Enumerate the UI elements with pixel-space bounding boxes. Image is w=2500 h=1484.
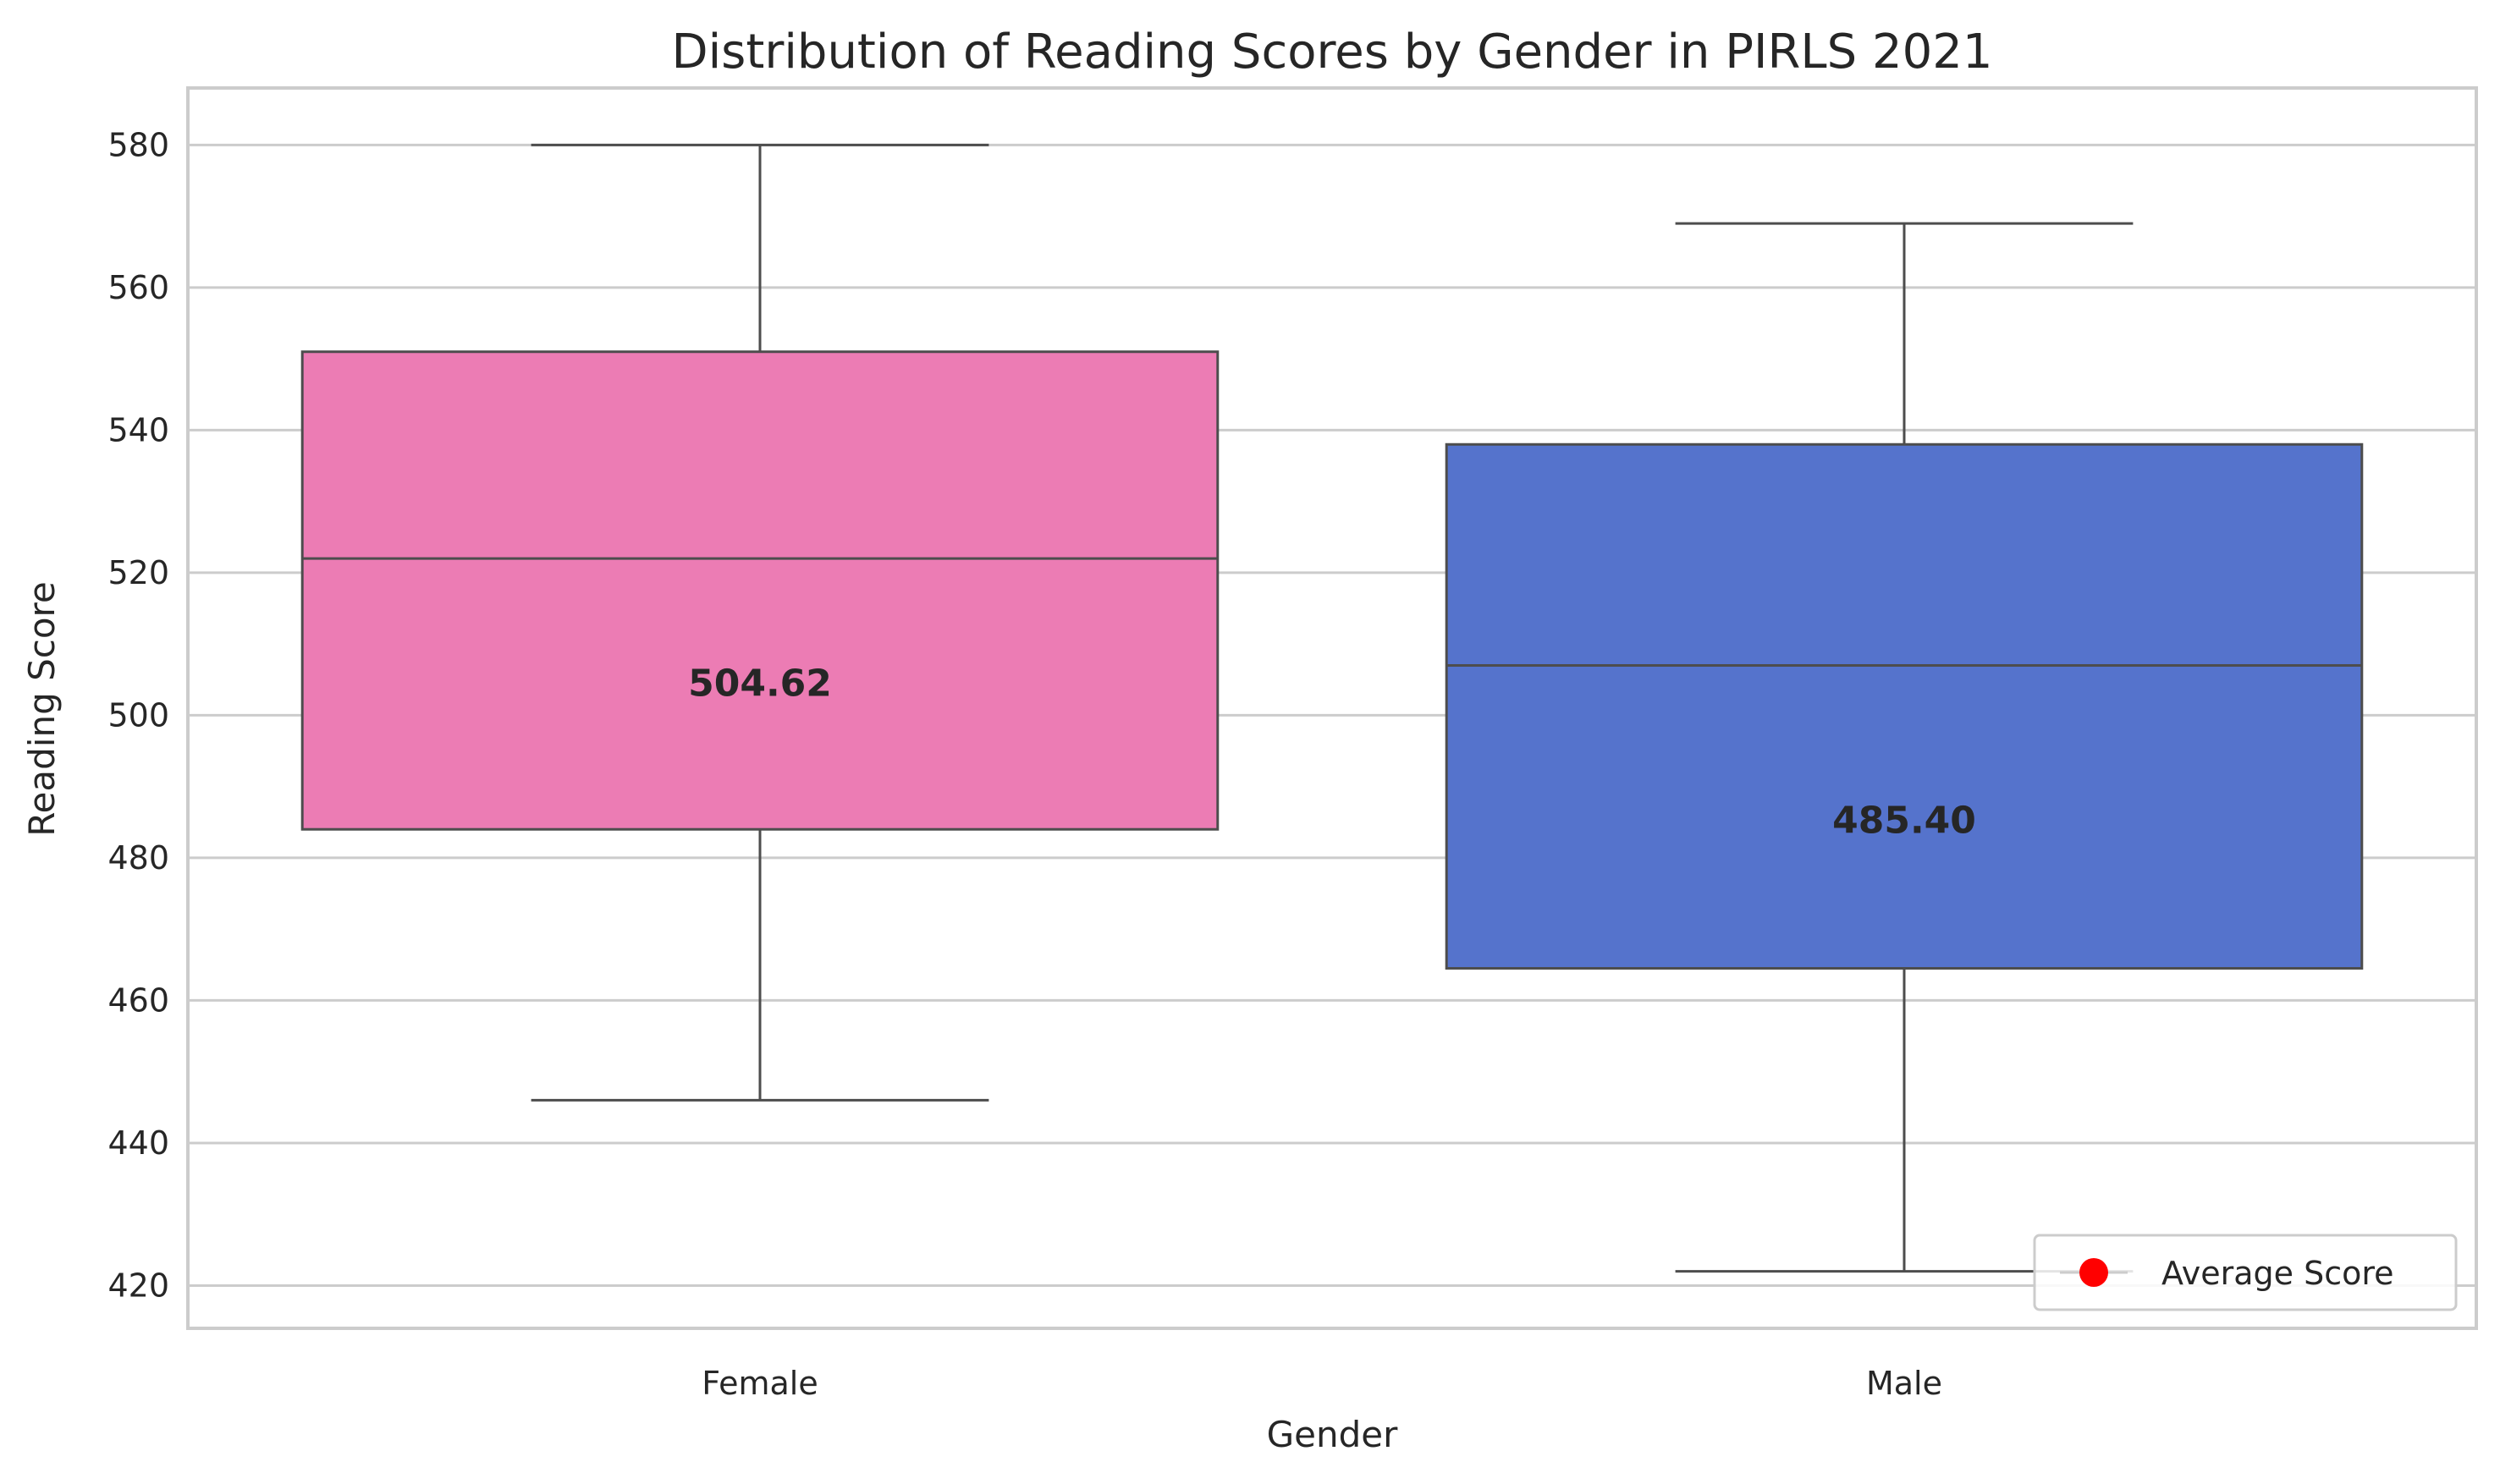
y-tick-label-460: 460 [107,981,169,1019]
iqr-box-male [1445,442,2364,970]
box-male [1445,222,2364,1273]
y-tick-label-440: 440 [107,1124,169,1162]
iqr-box-female [300,350,1220,831]
average-label-male: 485.40 [1832,799,1976,842]
y-tick-label-560: 560 [107,269,169,306]
y-tick-label-480: 480 [107,839,169,877]
legend: Average Score [2033,1234,2458,1311]
y-tick-label-520: 520 [107,554,169,591]
box-female [300,143,1220,1102]
y-tick-label-540: 540 [107,411,169,448]
legend-marker-red-dot [2079,1258,2108,1287]
y-tick-label-500: 500 [107,696,169,734]
average-label-female: 504.62 [688,662,832,706]
average-labels: 504.62 485.40 [688,662,1976,843]
legend-box [2033,1234,2458,1311]
y-tick-label-420: 420 [107,1267,169,1304]
y-axis-title: Reading Score [21,581,63,836]
y-tick-label-580: 580 [107,126,169,163]
legend-label: Average Score [2161,1255,2394,1292]
x-tick-label-female: Female [702,1365,818,1402]
x-axis-title: Gender [1267,1414,1399,1455]
x-axis-ticks: Female Male [702,1365,1942,1402]
y-axis-ticks: 420 440 460 480 500 520 540 560 580 [107,126,169,1304]
chart-title: Distribution of Reading Scores by Gender… [672,25,1993,80]
box-series [300,143,2364,1273]
x-tick-label-male: Male [1866,1365,1942,1402]
plot-frame [186,86,2478,1330]
